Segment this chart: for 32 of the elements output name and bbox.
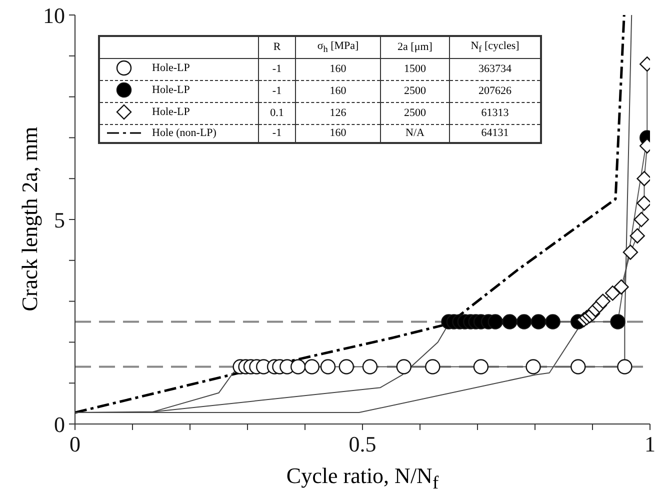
annotation: 160 <box>330 63 346 75</box>
annotation: -1 <box>272 127 282 140</box>
legend-label: Hole-LP <box>152 62 190 74</box>
y-tick-label: 0 <box>54 412 65 437</box>
annotation: σ$_{h}$ [MPa] <box>317 40 359 54</box>
annotation: 363734 <box>478 63 512 75</box>
y-tick-label: 10 <box>43 2 65 28</box>
x-tick-label: 1 <box>644 432 656 457</box>
y-axis-title: Crack length 2a, mm <box>17 126 42 312</box>
x-tick-label: 0 <box>70 432 80 457</box>
annotation: 2500 <box>404 107 426 119</box>
annotation: 207626 <box>478 85 512 97</box>
annotation: 2500 <box>404 85 426 97</box>
annotation: 160 <box>330 85 346 97</box>
annotation: -1 <box>272 85 282 97</box>
annotation: 61313 <box>481 107 509 119</box>
annotation: 0.1 <box>270 107 284 119</box>
annotation: 64131 <box>481 127 509 140</box>
legend-label: Hole (non-LP) <box>152 126 216 139</box>
annotation: 1500 <box>404 63 426 75</box>
annotation: 2a [μm] <box>398 41 432 54</box>
annotation: 126 <box>330 107 346 119</box>
x-axis-title: Cycle ratio, N/N$_{f}$ <box>286 463 439 492</box>
annotation: 160 <box>330 127 346 140</box>
annotation: N/A <box>406 127 424 140</box>
x-tick-label: 0.5 <box>348 432 376 457</box>
annotation: -1 <box>272 63 282 75</box>
y-tick-label: 5 <box>54 207 65 232</box>
legend-label: Hole-LP <box>152 84 190 96</box>
legend-label: Hole-LP <box>152 106 190 118</box>
annotation: N$_{f}$ [cycles] <box>470 40 520 54</box>
annotation: R <box>273 41 281 54</box>
